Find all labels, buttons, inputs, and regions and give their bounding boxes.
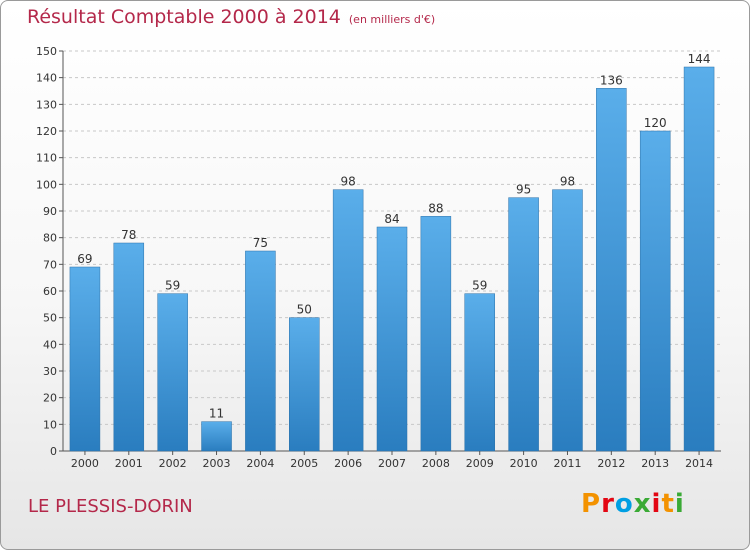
value-label-2010: 95: [516, 183, 531, 197]
bar-2004: [245, 250, 276, 452]
y-tick-label: 0: [50, 445, 57, 458]
y-tick-label: 150: [36, 45, 57, 58]
bar-2010: [508, 197, 539, 452]
value-label-2003: 11: [209, 407, 224, 421]
value-label-2011: 98: [560, 175, 575, 189]
value-label-2012: 136: [600, 73, 623, 87]
logo-letter: x: [633, 489, 652, 519]
y-tick-label: 70: [43, 258, 57, 271]
x-tick-label-2009: 2009: [466, 457, 494, 470]
bar-2013: [639, 130, 671, 452]
value-label-2001: 78: [121, 228, 136, 242]
value-label-2014: 144: [688, 52, 711, 66]
bar-2002: [157, 293, 188, 452]
logo-letter: o: [614, 489, 634, 519]
logo-letter: i: [651, 489, 662, 519]
value-labels: 69 78 59 11 75 50 98 84 88 59 95 98 136 120 144: [77, 52, 710, 421]
logo-letter: t: [661, 489, 675, 519]
y-tick-label: 120: [36, 125, 57, 138]
proxiti-logo: Proxiti: [581, 489, 685, 519]
x-tick-label-2004: 2004: [246, 457, 274, 470]
bar-2009: [464, 293, 495, 452]
x-tick-label-2000: 2000: [71, 457, 99, 470]
y-tick-label: 10: [43, 418, 57, 431]
x-tick-label-2007: 2007: [378, 457, 406, 470]
bars: [69, 66, 715, 452]
bar-2001: [113, 242, 145, 452]
bar-2011: [552, 189, 583, 452]
x-tick-label-2012: 2012: [597, 457, 625, 470]
x-tick-label-2008: 2008: [422, 457, 450, 470]
bar-2005: [289, 317, 320, 452]
bar-2008: [420, 216, 452, 452]
logo-letter: P: [581, 489, 602, 519]
bar-2007: [376, 226, 408, 452]
x-tick-label-2011: 2011: [553, 457, 581, 470]
value-label-2004: 75: [253, 236, 268, 250]
chart-title: Résultat Comptable 2000 à 2014 (en millie…: [27, 6, 435, 28]
x-tick-label-2002: 2002: [159, 457, 187, 470]
x-tick-label-2014: 2014: [685, 457, 713, 470]
x-tick-label-2013: 2013: [641, 457, 669, 470]
value-label-2000: 69: [77, 252, 92, 266]
bar-2000: [69, 266, 101, 452]
chart-subtitle: (en milliers d'€): [348, 13, 436, 26]
value-label-2005: 50: [297, 303, 312, 317]
logo-letter: i: [674, 489, 685, 519]
x-tick-label-2010: 2010: [510, 457, 538, 470]
y-tick-label: 90: [43, 205, 57, 218]
value-label-2006: 98: [340, 175, 355, 189]
bar-2012: [596, 88, 627, 452]
x-tick-label-2006: 2006: [334, 457, 362, 470]
bar-2014: [683, 66, 715, 452]
y-tick-label: 50: [43, 312, 57, 325]
y-tick-label: 110: [36, 152, 57, 165]
x-tick-label-2005: 2005: [290, 457, 318, 470]
y-tick-label: 100: [36, 178, 57, 191]
value-label-2008: 88: [428, 201, 443, 215]
value-label-2013: 120: [644, 116, 667, 130]
y-tick-label: 20: [43, 392, 57, 405]
value-label-2007: 84: [384, 212, 399, 226]
bar-2003: [201, 421, 232, 452]
chart-title-text: Résultat Comptable 2000 à 2014: [27, 6, 341, 28]
y-tick-label: 60: [43, 285, 57, 298]
y-tick-label: 140: [36, 72, 57, 85]
commune-name: LE PLESSIS-DORIN: [28, 496, 193, 517]
y-tick-label: 80: [43, 232, 57, 245]
logo-letter: r: [601, 489, 615, 519]
bar-2006: [332, 189, 364, 452]
x-tick-label-2001: 2001: [115, 457, 143, 470]
y-tick-labels: 0 10 20 30 40 50 60 70 80 90 100 110 120 130 140 150: [36, 45, 57, 458]
y-tick-label: 130: [36, 98, 57, 111]
y-tick-label: 30: [43, 365, 57, 378]
y-tick-label: 40: [43, 338, 57, 351]
x-tick-label-2003: 2003: [203, 457, 231, 470]
value-label-2009: 59: [472, 279, 487, 293]
value-label-2002: 59: [165, 279, 180, 293]
x-tick-labels: 2000 2001 2002 2003 2004 2005 2006 2007 2008 2009…: [71, 451, 713, 470]
